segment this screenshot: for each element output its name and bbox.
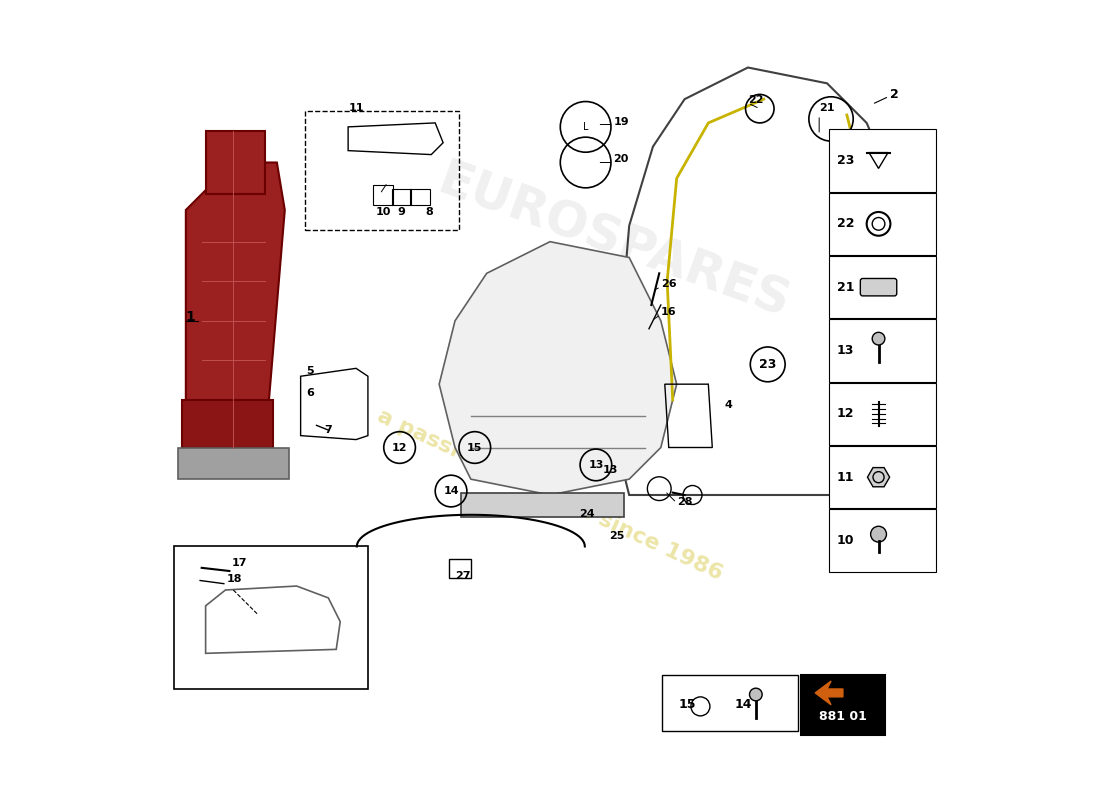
Text: 16: 16	[661, 306, 676, 317]
Text: 13: 13	[837, 344, 854, 357]
Text: 28: 28	[676, 497, 692, 506]
Text: 22: 22	[748, 95, 763, 105]
Polygon shape	[178, 447, 289, 479]
Text: 15: 15	[679, 698, 696, 711]
Polygon shape	[186, 162, 285, 447]
Text: 7: 7	[324, 426, 332, 435]
Polygon shape	[868, 467, 890, 486]
Text: 12: 12	[837, 407, 854, 420]
Polygon shape	[182, 400, 273, 447]
FancyBboxPatch shape	[829, 193, 935, 255]
Text: 17: 17	[232, 558, 248, 568]
Text: 8: 8	[426, 207, 433, 217]
FancyBboxPatch shape	[829, 382, 935, 445]
Polygon shape	[815, 681, 843, 705]
Text: 25: 25	[609, 530, 625, 541]
FancyBboxPatch shape	[860, 278, 896, 296]
Text: 6: 6	[306, 388, 313, 398]
Text: 13: 13	[588, 460, 604, 470]
FancyBboxPatch shape	[829, 130, 935, 192]
Text: EUROSPARES: EUROSPARES	[431, 156, 796, 328]
Text: 14: 14	[443, 486, 459, 496]
Text: 15: 15	[468, 442, 483, 453]
Circle shape	[872, 332, 884, 345]
FancyBboxPatch shape	[461, 493, 624, 517]
Text: a passion for parts since 1986: a passion for parts since 1986	[374, 406, 726, 584]
Text: 13: 13	[603, 465, 618, 475]
Polygon shape	[439, 242, 676, 495]
Text: 26: 26	[661, 278, 676, 289]
Text: 11: 11	[349, 103, 364, 114]
Text: 20: 20	[614, 154, 629, 165]
FancyBboxPatch shape	[829, 256, 935, 318]
Text: 5: 5	[306, 366, 313, 376]
Text: L: L	[583, 122, 588, 132]
Text: 21: 21	[820, 103, 835, 113]
Text: 2: 2	[890, 87, 899, 101]
Text: 881 01: 881 01	[820, 710, 867, 723]
Text: 3: 3	[867, 314, 876, 328]
Circle shape	[749, 688, 762, 701]
Text: 9: 9	[397, 207, 405, 217]
Text: 10: 10	[375, 207, 390, 217]
FancyBboxPatch shape	[174, 546, 367, 689]
FancyBboxPatch shape	[662, 674, 798, 731]
Text: 10: 10	[837, 534, 854, 547]
Text: 23: 23	[759, 358, 777, 371]
FancyBboxPatch shape	[829, 510, 935, 572]
Text: 12: 12	[392, 442, 407, 453]
FancyBboxPatch shape	[801, 674, 884, 735]
Text: 27: 27	[455, 571, 471, 581]
FancyBboxPatch shape	[829, 446, 935, 509]
Text: 23: 23	[837, 154, 854, 167]
Text: 1: 1	[186, 310, 196, 324]
Text: 24: 24	[580, 509, 595, 519]
Text: 19: 19	[614, 117, 629, 126]
Polygon shape	[206, 131, 265, 194]
Text: 14: 14	[735, 698, 752, 711]
Text: 22: 22	[837, 218, 854, 230]
Text: 18: 18	[227, 574, 242, 584]
Text: 4: 4	[724, 400, 732, 410]
FancyBboxPatch shape	[829, 319, 935, 382]
Circle shape	[870, 526, 887, 542]
Text: 21: 21	[837, 281, 854, 294]
Text: 11: 11	[837, 470, 854, 484]
